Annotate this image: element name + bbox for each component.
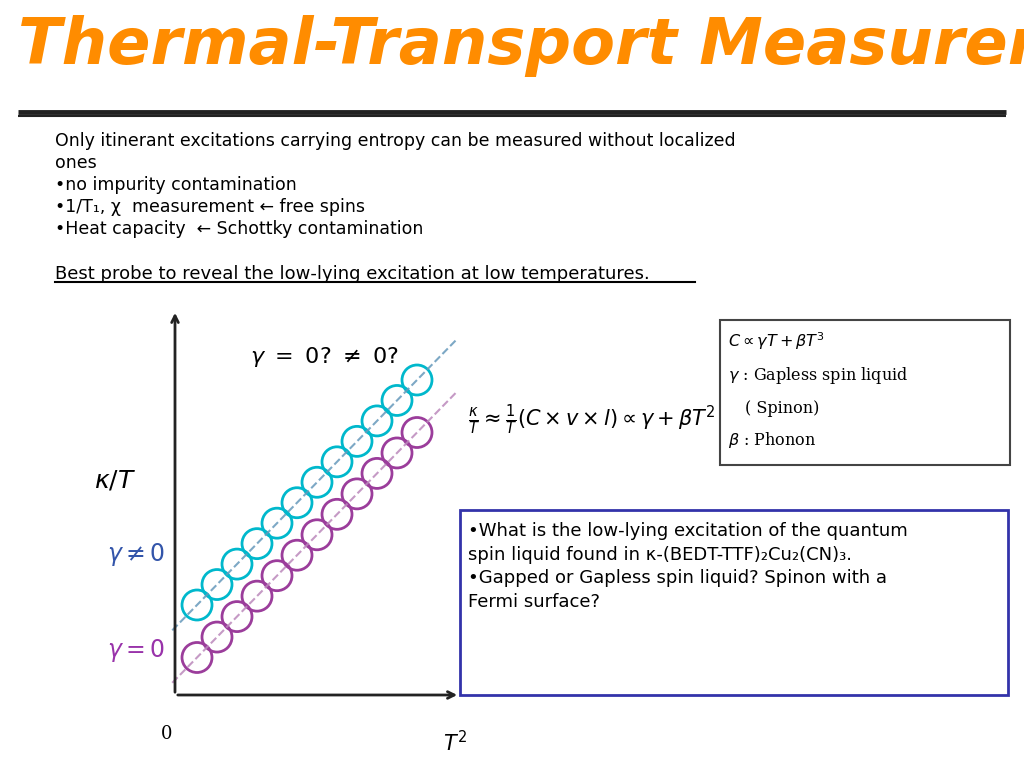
Text: ( Spinon): ( Spinon)	[745, 400, 819, 417]
Text: $\gamma \neq 0$: $\gamma \neq 0$	[106, 541, 165, 568]
Bar	[720, 320, 1010, 465]
Text: $\frac{\kappa}{T} \approx \frac{1}{T}\left(C \times v \times l\right) \propto \g: $\frac{\kappa}{T} \approx \frac{1}{T}\le…	[468, 402, 716, 437]
Text: Best probe to reveal the low-lying excitation at low temperatures.: Best probe to reveal the low-lying excit…	[55, 265, 650, 283]
Text: $T^2$: $T^2$	[443, 730, 467, 755]
Text: $C \propto \gamma T + \beta T^3$: $C \propto \gamma T + \beta T^3$	[728, 330, 825, 352]
Text: Thermal-Transport Measurements: Thermal-Transport Measurements	[18, 15, 1024, 77]
Text: $\beta$ : Phonon: $\beta$ : Phonon	[728, 430, 816, 450]
Text: •What is the low-lying excitation of the quantum
spin liquid found in κ-(BEDT-TT: •What is the low-lying excitation of the…	[468, 522, 907, 611]
Text: $\gamma\ =\ 0?\ \neq\ 0?$: $\gamma\ =\ 0?\ \neq\ 0?$	[250, 345, 399, 369]
Bar	[460, 510, 1008, 695]
Text: •Heat capacity  ← Schottky contamination: •Heat capacity ← Schottky contamination	[55, 220, 423, 238]
Text: •no impurity contamination: •no impurity contamination	[55, 176, 297, 194]
Text: •1/T₁, χ  measurement ← free spins: •1/T₁, χ measurement ← free spins	[55, 198, 365, 216]
Text: ones: ones	[55, 154, 96, 172]
Text: $\kappa/T$: $\kappa/T$	[94, 468, 136, 492]
Text: 0: 0	[161, 725, 173, 743]
Text: $\gamma = 0$: $\gamma = 0$	[106, 637, 165, 664]
Text: $\gamma$ : Gapless spin liquid: $\gamma$ : Gapless spin liquid	[728, 365, 908, 386]
Text: Only itinerant excitations carrying entropy can be measured without localized: Only itinerant excitations carrying entr…	[55, 132, 735, 150]
